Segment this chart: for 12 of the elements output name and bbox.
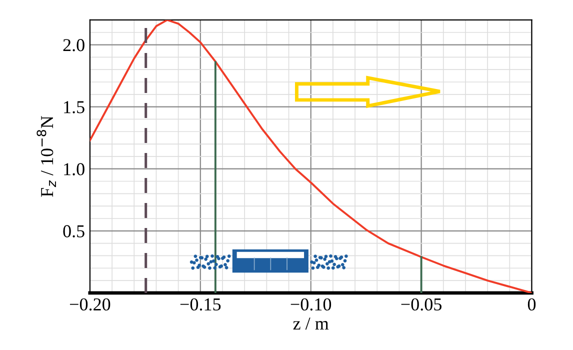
x-tick-label: −0.05: [401, 298, 442, 311]
x-tick-label: 0: [528, 298, 536, 311]
x-axis-title: z / m: [293, 318, 329, 330]
x-tick-label: −0.20: [70, 298, 110, 311]
y-tick-label: 0.5: [63, 225, 84, 238]
y-tick-label: 1.5: [64, 101, 84, 114]
y-axis-title: F$_{z}$ / 10$^{−8}$N: [36, 116, 56, 197]
y-tick-label: 2.0: [63, 39, 84, 52]
line-series: [90, 20, 532, 293]
y-tick-label: 1.0: [64, 163, 84, 176]
x-tick-label: −0.15: [180, 298, 221, 311]
x-tick-label: −0.10: [290, 298, 332, 311]
